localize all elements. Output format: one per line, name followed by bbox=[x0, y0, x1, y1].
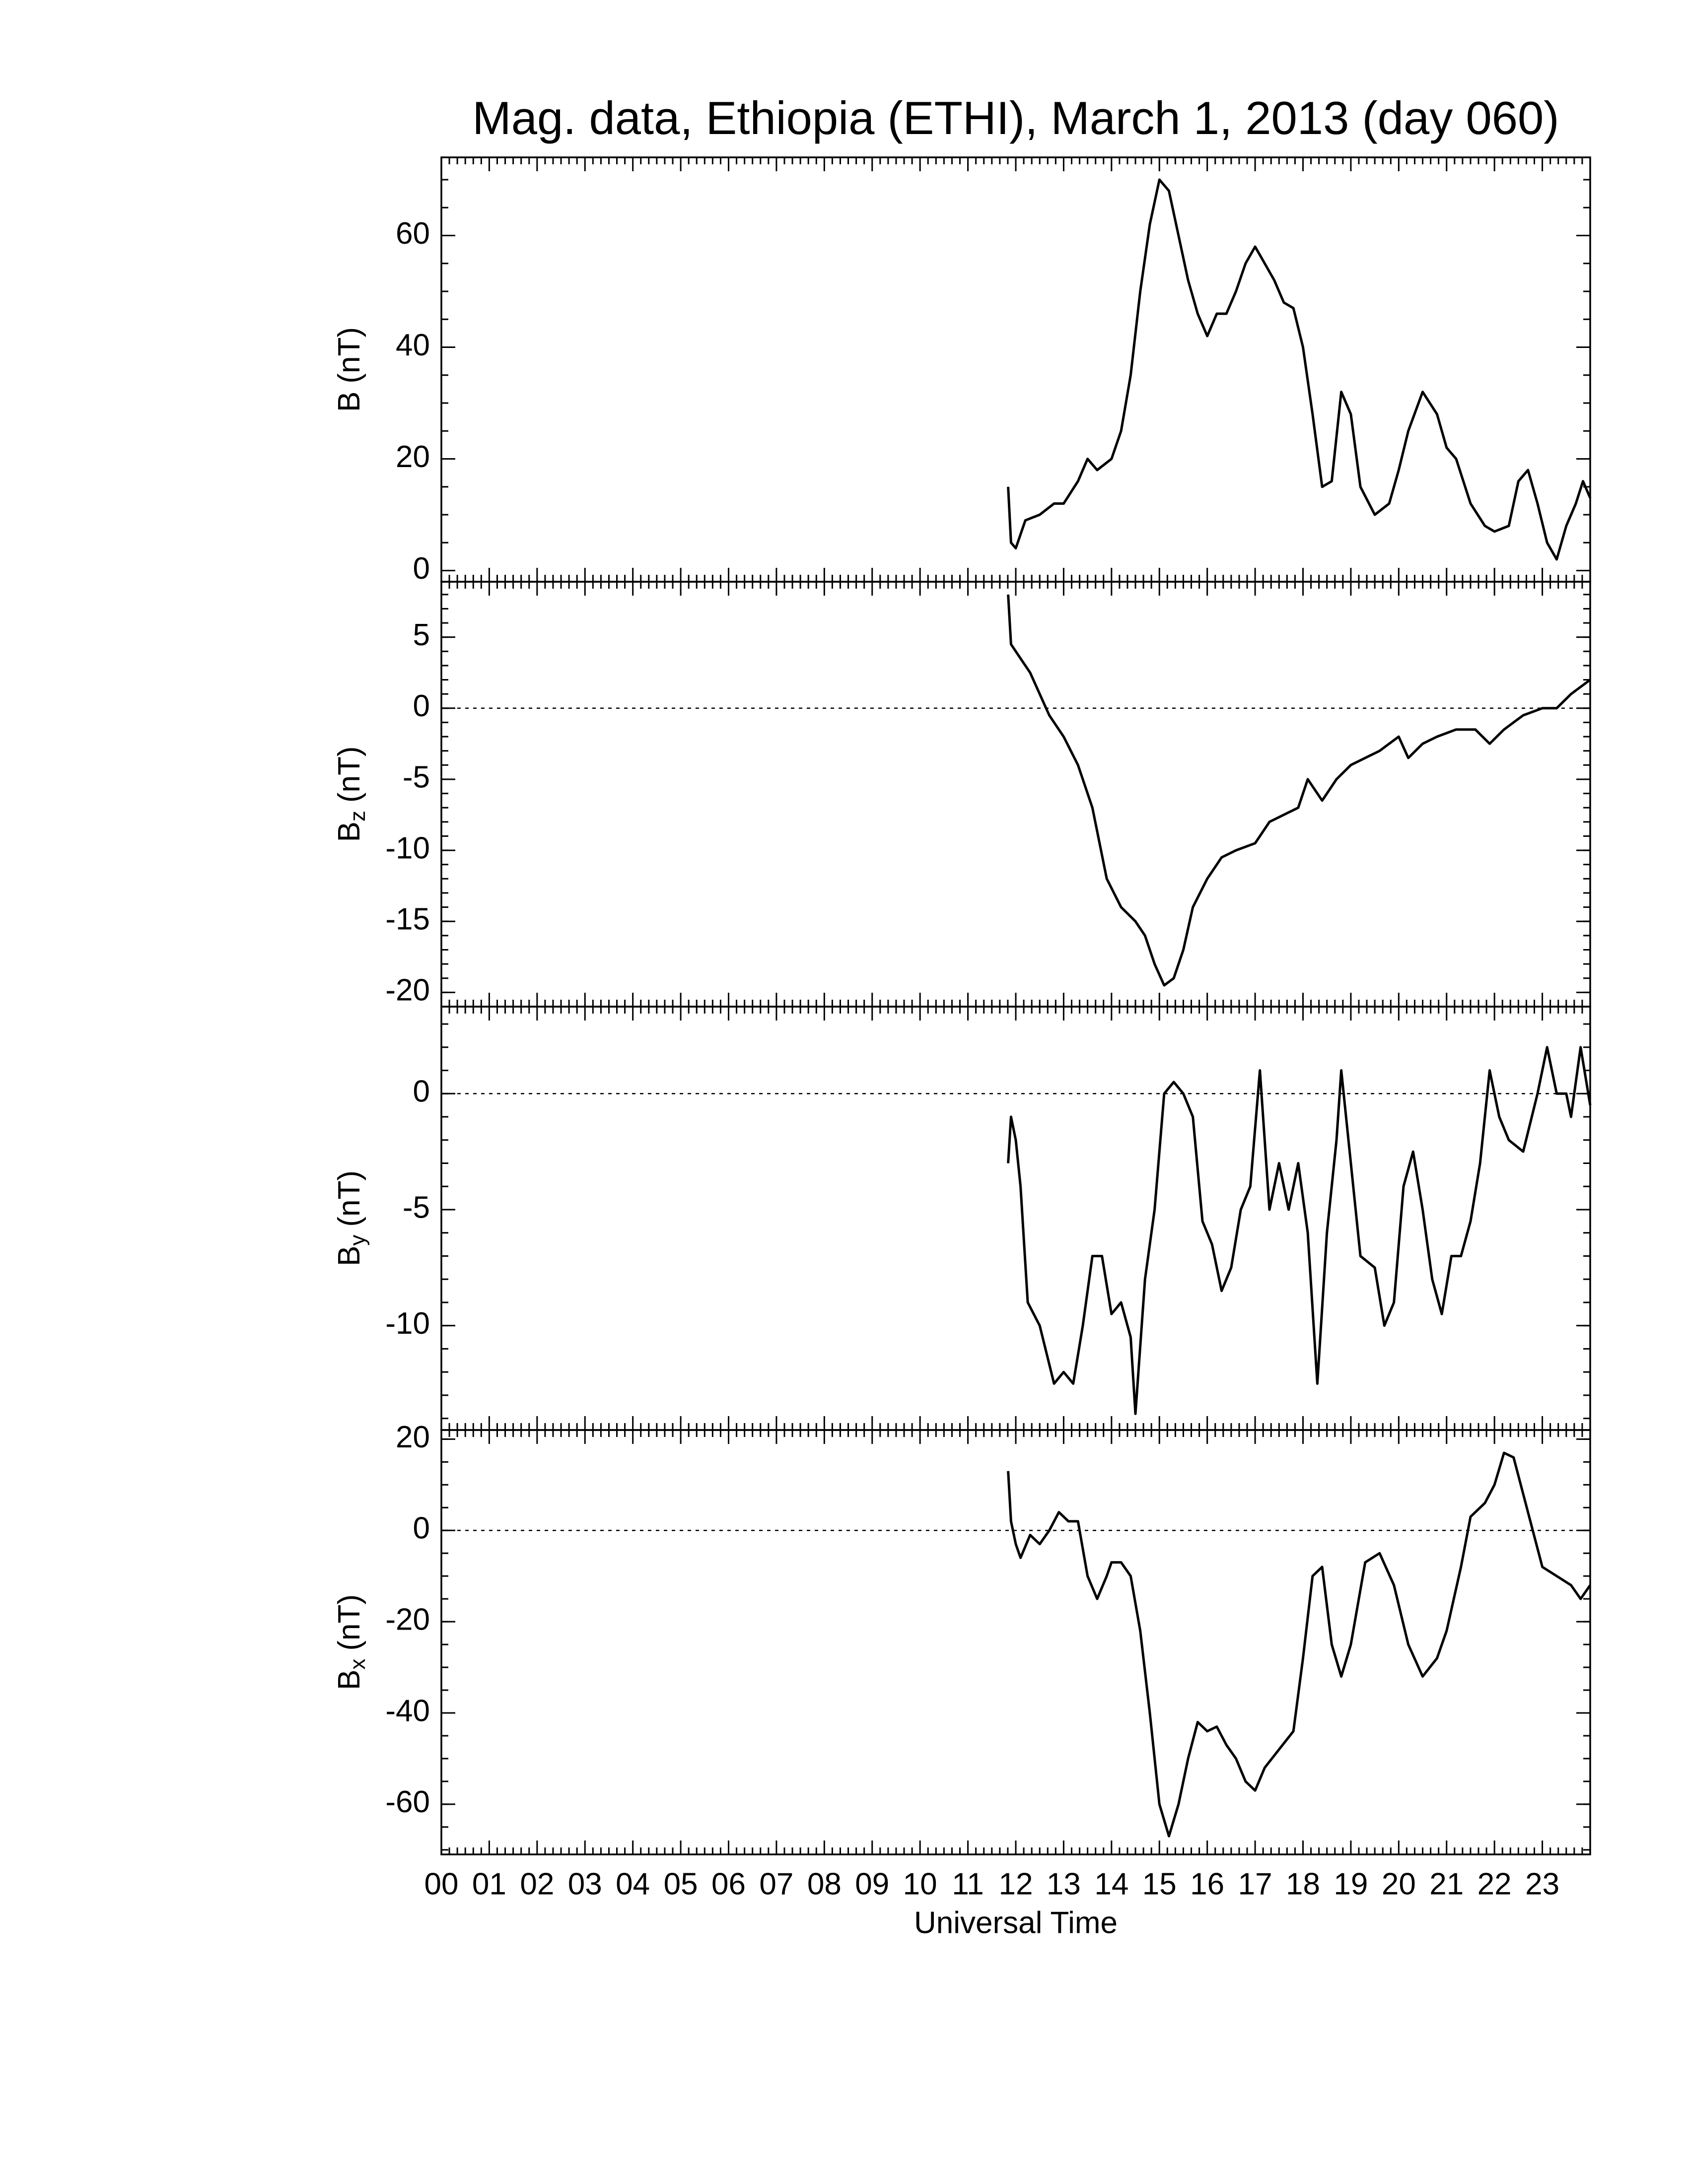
x-tick-label: 11 bbox=[952, 1867, 984, 1901]
x-tick-label: 01 bbox=[472, 1867, 506, 1901]
y-label-main: B bbox=[332, 392, 366, 412]
x-tick-label: 15 bbox=[1142, 1867, 1177, 1901]
y-tick-label: 20 bbox=[396, 1420, 430, 1454]
x-tick-label: 17 bbox=[1238, 1867, 1272, 1901]
x-axis-label: Universal Time bbox=[914, 1906, 1118, 1940]
y-tick-label: 0 bbox=[413, 1511, 430, 1546]
x-tick-label: 12 bbox=[999, 1867, 1033, 1901]
x-tick-label: 23 bbox=[1525, 1867, 1559, 1901]
y-tick-label: 0 bbox=[413, 1075, 430, 1109]
y-tick-label: 20 bbox=[396, 440, 430, 474]
y-tick-label: -60 bbox=[385, 1785, 430, 1819]
x-tick-label: 09 bbox=[855, 1867, 889, 1901]
y-tick-label: 5 bbox=[413, 618, 430, 652]
y-label-main: B bbox=[332, 1246, 366, 1266]
x-tick-label: 03 bbox=[568, 1867, 602, 1901]
x-tick-label: 05 bbox=[664, 1867, 698, 1901]
x-tick-label: 10 bbox=[903, 1867, 937, 1901]
y-label-main: B bbox=[332, 821, 366, 842]
y-tick-label: 0 bbox=[413, 689, 430, 723]
x-tick-label: 19 bbox=[1334, 1867, 1368, 1901]
y-axis-label: Bx (nT) bbox=[332, 1594, 370, 1690]
x-tick-label: 18 bbox=[1286, 1867, 1320, 1901]
x-tick-label: 14 bbox=[1094, 1867, 1128, 1901]
y-label-main: B bbox=[332, 1670, 366, 1690]
y-tick-label: 40 bbox=[396, 328, 430, 362]
y-tick-label: -20 bbox=[385, 1603, 430, 1637]
x-tick-label: 20 bbox=[1382, 1867, 1416, 1901]
x-tick-label: 00 bbox=[424, 1867, 459, 1901]
y-label-unit: (nT) bbox=[332, 1594, 366, 1651]
x-tick-label: 16 bbox=[1190, 1867, 1224, 1901]
y-axis-label: By (nT) bbox=[332, 1170, 370, 1266]
y-tick-label: -5 bbox=[403, 760, 430, 794]
y-axis-label: Bz (nT) bbox=[332, 746, 370, 842]
x-tick-label: 08 bbox=[807, 1867, 842, 1901]
y-label-sub: y bbox=[346, 1235, 370, 1246]
x-tick-label: 06 bbox=[711, 1867, 746, 1901]
y-tick-label: -20 bbox=[385, 973, 430, 1008]
y-tick-label: -10 bbox=[385, 831, 430, 865]
y-label-unit: (nT) bbox=[332, 327, 366, 384]
y-label-unit: (nT) bbox=[332, 746, 366, 803]
data-line bbox=[1007, 594, 1591, 987]
y-tick-label: -10 bbox=[385, 1306, 430, 1341]
x-tick-label: 22 bbox=[1477, 1867, 1512, 1901]
x-tick-label: 13 bbox=[1047, 1867, 1081, 1901]
data-line bbox=[1007, 1451, 1592, 1838]
chart-title: Mag. data, Ethiopia (ETHI), March 1, 201… bbox=[472, 92, 1559, 144]
y-tick-label: -5 bbox=[403, 1190, 430, 1225]
y-tick-label: 0 bbox=[413, 551, 430, 586]
plot-frame bbox=[440, 1429, 1591, 1855]
y-tick-label: -40 bbox=[385, 1694, 430, 1728]
y-tick-label: -15 bbox=[385, 902, 430, 937]
x-tick-label: 21 bbox=[1429, 1867, 1464, 1901]
x-tick-label: 02 bbox=[520, 1867, 554, 1901]
x-tick-label: 07 bbox=[759, 1867, 793, 1901]
y-tick-label: 60 bbox=[396, 216, 430, 251]
data-line bbox=[1007, 1046, 1592, 1415]
y-label-sub: x bbox=[346, 1659, 370, 1670]
y-label-sub: z bbox=[346, 811, 370, 821]
x-tick-label: 04 bbox=[616, 1867, 650, 1901]
data-line bbox=[1007, 178, 1592, 561]
y-label-unit: (nT) bbox=[332, 1170, 366, 1227]
y-axis-label: B (nT) bbox=[332, 327, 366, 412]
